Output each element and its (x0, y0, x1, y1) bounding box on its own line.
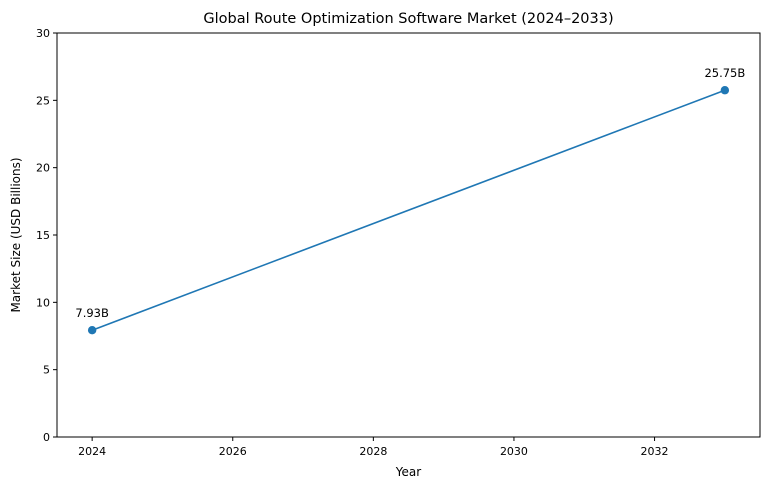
y-tick-label: 0 (43, 431, 50, 444)
x-tick-label: 2028 (359, 445, 387, 458)
y-tick-label: 10 (36, 296, 50, 309)
chart-title: Global Route Optimization Software Marke… (203, 11, 613, 27)
y-tick-label: 15 (36, 229, 50, 242)
data-point (87, 326, 97, 335)
x-tick-label: 2024 (78, 445, 106, 458)
x-axis-label: Year (395, 465, 421, 479)
data-label: 25.75B (704, 66, 745, 80)
y-tick-label: 5 (43, 364, 50, 377)
data-label: 7.93B (75, 306, 109, 320)
y-tick-label: 30 (36, 27, 50, 40)
data-point (720, 86, 730, 95)
plot-frame (56, 32, 761, 438)
x-tick-label: 2026 (219, 445, 247, 458)
x-tick-label: 2032 (641, 445, 669, 458)
series-line (91, 89, 726, 331)
x-tick-label: 2030 (500, 445, 528, 458)
y-axis-label: Market Size (USD Billions) (9, 157, 23, 312)
y-tick-label: 20 (36, 162, 50, 175)
y-tick-label: 25 (36, 94, 50, 107)
